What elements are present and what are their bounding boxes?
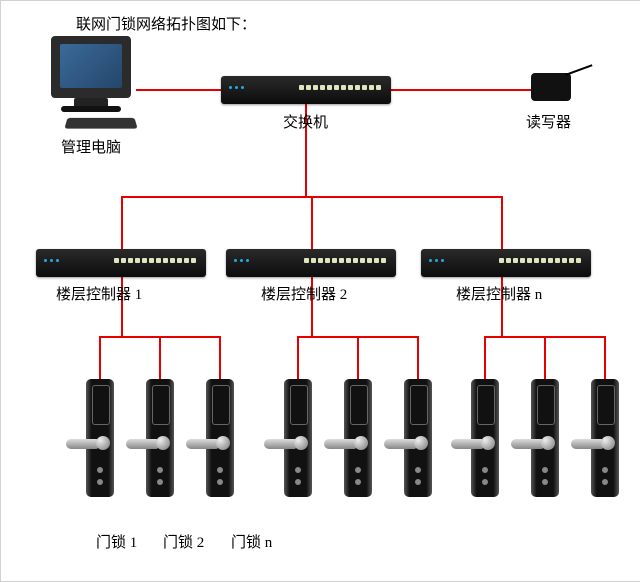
computer-label: 管理电脑 bbox=[61, 136, 121, 157]
door-lock-icon bbox=[86, 379, 114, 497]
switch-icon bbox=[221, 76, 391, 104]
floor-controller-1-icon bbox=[36, 249, 206, 277]
topology-diagram: 联网门锁网络拓扑图如下： 管理电脑 交换机 读写器 楼层控制器 1 bbox=[0, 0, 640, 582]
wire-lock-a3 bbox=[219, 336, 221, 379]
wire-floor2 bbox=[311, 196, 313, 249]
reader-icon bbox=[531, 73, 571, 101]
wire-lock-a1 bbox=[99, 336, 101, 379]
door-lock-icon bbox=[284, 379, 312, 497]
floor1-label: 楼层控制器 1 bbox=[56, 283, 142, 304]
keyboard-icon bbox=[64, 118, 137, 129]
wire-lock-c2 bbox=[544, 336, 546, 379]
floor2-label: 楼层控制器 2 bbox=[261, 283, 347, 304]
door-lock-icon bbox=[404, 379, 432, 497]
switch-label: 交换机 bbox=[283, 111, 328, 132]
reader-label: 读写器 bbox=[526, 111, 571, 132]
wire-floorn bbox=[501, 196, 503, 249]
wire-lock-c1 bbox=[484, 336, 486, 379]
lockn-label: 门锁 n bbox=[231, 531, 272, 552]
door-lock-icon bbox=[591, 379, 619, 497]
door-lock-icon bbox=[146, 379, 174, 497]
wire-lock-c3 bbox=[604, 336, 606, 379]
floorn-label: 楼层控制器 n bbox=[456, 283, 542, 304]
wire-pc-switch bbox=[136, 89, 221, 91]
wire-lock-b2 bbox=[357, 336, 359, 379]
lock2-label: 门锁 2 bbox=[163, 531, 204, 552]
door-lock-icon bbox=[471, 379, 499, 497]
wire-lock-a2 bbox=[159, 336, 161, 379]
computer-icon bbox=[46, 36, 136, 116]
door-lock-icon bbox=[206, 379, 234, 497]
floor-controller-2-icon bbox=[226, 249, 396, 277]
wire-switch-reader bbox=[391, 89, 531, 91]
floor-controller-n-icon bbox=[421, 249, 591, 277]
door-lock-icon bbox=[344, 379, 372, 497]
wire-lock-b1 bbox=[297, 336, 299, 379]
wire-lock-b3 bbox=[417, 336, 419, 379]
lock1-label: 门锁 1 bbox=[96, 531, 137, 552]
wire-floor1 bbox=[121, 196, 123, 249]
door-lock-icon bbox=[531, 379, 559, 497]
diagram-title: 联网门锁网络拓扑图如下： bbox=[76, 13, 256, 34]
